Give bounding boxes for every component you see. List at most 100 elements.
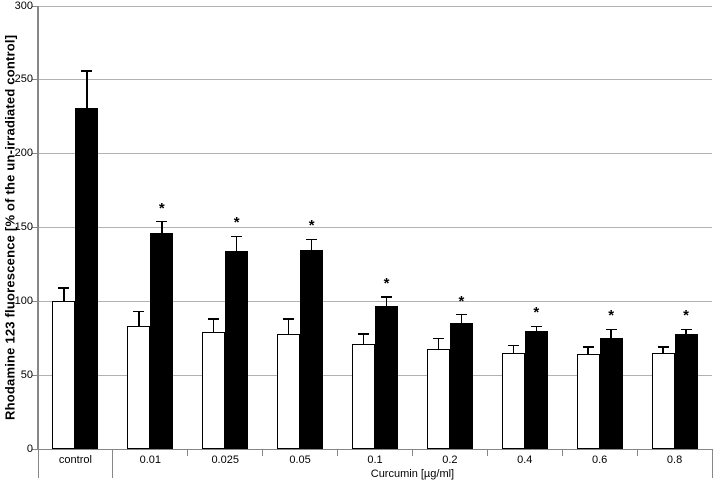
error-bar-line [63, 288, 65, 302]
y-axis-tick [32, 300, 38, 302]
bar-filled-bars-0.2 [449, 323, 473, 449]
x-category-label: 0.4 [517, 454, 533, 466]
error-bar-cap [58, 287, 70, 289]
bar-filled-bars-0.6 [599, 338, 623, 449]
x-category-label: 0.8 [666, 454, 683, 466]
error-bar-cap [81, 70, 93, 72]
x-axis-group-label: Curcumin [µg/ml] [370, 468, 455, 480]
significance-asterisk: * [533, 304, 540, 322]
error-bar-cap [455, 313, 467, 316]
error-bar-cap [605, 328, 617, 331]
error-bar-cap [283, 318, 295, 320]
y-tick-label: 0 [26, 442, 33, 455]
gridline [38, 153, 712, 155]
error-bar-cap [381, 296, 392, 298]
bar-open-bars-0.05 [277, 333, 301, 449]
error-bar-cap [156, 220, 168, 223]
error-bar-line [287, 319, 290, 334]
y-tick-label: 300 [14, 0, 33, 12]
significance-asterisk: * [308, 217, 315, 235]
y-axis-tick [32, 79, 38, 81]
category-group-bracket [37, 449, 39, 478]
bar-open-bars-0.025 [202, 332, 226, 449]
y-tick-label: 150 [14, 221, 33, 233]
bar-filled-bars-0.4 [524, 330, 548, 449]
bar-filled-bars-0.8 [674, 333, 698, 449]
bar-filled-bars-0.05 [300, 249, 324, 449]
error-bar-line [212, 319, 215, 333]
bar-open-bars-0.4 [501, 353, 525, 449]
bar-open-bars-control [52, 301, 76, 449]
x-category-label: 0.05 [289, 454, 311, 466]
error-bar-line [362, 333, 365, 345]
error-bar-line [662, 347, 664, 354]
error-bar-line [161, 221, 163, 234]
y-tick-label: 100 [14, 294, 33, 307]
error-bar-cap [306, 238, 318, 241]
bar-open-bars-0.8 [651, 353, 675, 449]
error-bar-cap [358, 333, 369, 335]
error-bar-cap [530, 325, 542, 328]
error-bar-line [685, 329, 687, 334]
significance-asterisk: * [458, 292, 465, 310]
bar-filled-bars-control [75, 107, 99, 449]
x-category-label: 0.6 [592, 454, 608, 466]
x-category-label: 0.025 [211, 454, 239, 466]
error-bar-cap [657, 346, 669, 348]
error-bar-cap [231, 235, 243, 238]
gridline [38, 5, 712, 7]
x-category-label: 0.1 [367, 454, 383, 466]
y-tick-label: 50 [20, 368, 33, 381]
bar-filled-bars-0.01 [150, 233, 174, 449]
error-bar-line [138, 311, 140, 327]
significance-asterisk: * [608, 307, 615, 325]
x-category-label: 0.2 [442, 454, 458, 466]
error-bar-line [460, 314, 463, 324]
y-tick-label: 250 [14, 73, 33, 86]
x-axis-line [32, 448, 712, 450]
x-category-label: 0.01 [139, 454, 162, 466]
error-bar-line [385, 296, 388, 306]
gridline [38, 300, 712, 302]
bar-open-bars-0.01 [127, 326, 151, 449]
x-category-label: control [58, 454, 92, 466]
y-axis-tick [32, 227, 38, 228]
y-axis-line [37, 6, 39, 449]
category-boundary-tick [411, 449, 413, 456]
error-bar-line [610, 329, 612, 339]
y-axis-tick [32, 153, 38, 155]
error-bar-cap [208, 318, 220, 320]
bar-filled-bars-0.1 [375, 305, 398, 449]
y-tick-label: 200 [14, 147, 33, 160]
significance-asterisk: * [383, 274, 390, 292]
error-bar-cap [582, 346, 594, 348]
error-bar-line [86, 70, 88, 108]
error-bar-cap [507, 344, 519, 347]
category-boundary-tick [337, 449, 339, 456]
significance-asterisk: * [233, 214, 240, 232]
category-boundary-tick [262, 449, 264, 456]
category-group-bracket [711, 449, 713, 478]
y-axis-tick [32, 374, 38, 376]
y-axis-tick [32, 5, 38, 7]
error-bar-line [512, 345, 515, 353]
error-bar-line [535, 326, 538, 331]
category-group-bracket [112, 449, 114, 478]
category-boundary-tick [187, 449, 189, 456]
bar-open-bars-0.2 [426, 348, 450, 449]
significance-asterisk: * [158, 199, 165, 217]
category-boundary-tick [561, 449, 563, 456]
error-bar-line [587, 347, 589, 355]
error-bar-cap [680, 328, 692, 331]
bar-open-bars-0.1 [352, 344, 375, 449]
gridline [38, 79, 712, 81]
bar-open-bars-0.6 [576, 354, 600, 449]
significance-asterisk: * [683, 307, 689, 325]
error-bar-line [310, 239, 313, 250]
error-bar-cap [432, 337, 444, 339]
bar-filled-bars-0.025 [225, 251, 249, 449]
category-boundary-tick [486, 449, 488, 456]
error-bar-line [235, 236, 238, 252]
error-bar-cap [133, 310, 145, 313]
